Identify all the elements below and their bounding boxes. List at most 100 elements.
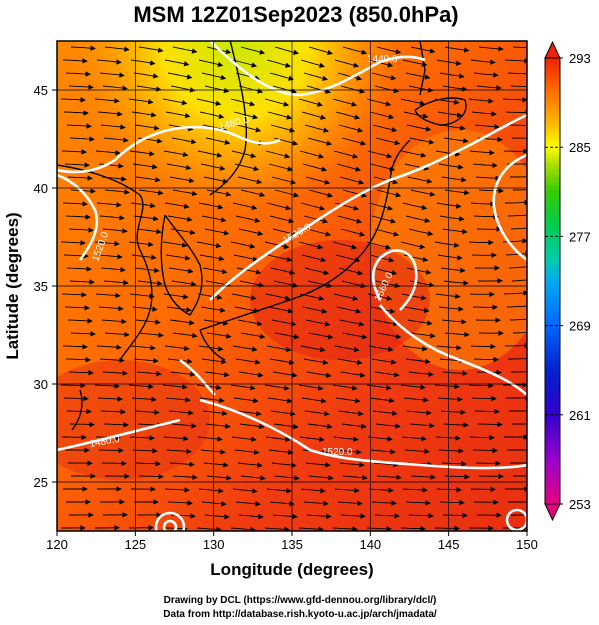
streamline (196, 526, 222, 531)
streamline (403, 254, 429, 263)
streamline (336, 449, 362, 455)
streamline (231, 293, 257, 301)
streamline (374, 513, 400, 519)
lon-axis: 120 125 130 135 140 145 150 (46, 531, 538, 552)
streamline (303, 500, 329, 507)
streamline (171, 137, 197, 145)
streamline (510, 227, 527, 230)
streamline (264, 241, 290, 250)
streamline (508, 358, 527, 360)
streamline (102, 228, 128, 234)
streamline (101, 460, 127, 467)
streamline (203, 319, 229, 326)
streamline (205, 137, 231, 145)
streamline (442, 370, 468, 377)
streamline (136, 85, 162, 92)
streamline (342, 189, 368, 198)
streamline (137, 280, 163, 287)
streamline (274, 189, 300, 198)
streamline (409, 422, 435, 429)
streamline (340, 85, 366, 94)
streamline (400, 525, 426, 531)
streamline (264, 526, 290, 531)
streamline (168, 410, 194, 416)
streamline (236, 267, 262, 275)
streamline (442, 228, 468, 235)
streamline (475, 175, 501, 181)
streamline (473, 356, 499, 363)
streamline (60, 382, 86, 389)
streamline (171, 423, 197, 429)
streamline (65, 71, 91, 77)
streamline (233, 111, 259, 120)
streamline (163, 435, 189, 442)
streamline (232, 59, 258, 68)
streamline (239, 423, 265, 430)
colorbar-min-arrow (544, 503, 561, 522)
streamline (304, 124, 329, 133)
streamline (60, 97, 86, 103)
streamline (440, 409, 466, 415)
streamline (231, 150, 257, 159)
streamline (103, 279, 129, 286)
streamline (407, 319, 433, 326)
streamline (135, 319, 161, 325)
streamline (334, 202, 360, 211)
streamline (434, 241, 460, 248)
streamline (200, 163, 226, 171)
streamline (100, 409, 126, 415)
streamline (170, 228, 196, 235)
streamline (374, 85, 400, 94)
streamline (135, 176, 161, 183)
streamline (236, 124, 262, 133)
streamline (337, 215, 363, 224)
streamline (442, 85, 468, 92)
streamline (202, 267, 228, 275)
streamline (334, 345, 360, 353)
streamline (269, 500, 295, 507)
lat-tick-label: 30 (34, 377, 48, 392)
streamline (402, 202, 428, 211)
streamline (332, 526, 358, 531)
streamline (405, 358, 431, 365)
streamline (132, 163, 158, 170)
streamline (410, 474, 436, 480)
streamline (341, 137, 367, 146)
streamline (504, 58, 527, 64)
lon-tick-label: 140 (359, 537, 381, 552)
streamline (164, 202, 190, 209)
streamline (237, 462, 263, 468)
streamline (371, 72, 397, 81)
colorbar: 293 285 277 269 261 253 (544, 40, 591, 522)
streamline (308, 189, 334, 198)
contour-label: 1480.0 (89, 434, 121, 450)
streamline (401, 435, 427, 442)
streamline (402, 487, 428, 493)
streamline (162, 241, 188, 248)
streamline (204, 228, 230, 236)
streamline (366, 384, 392, 391)
streamline (66, 123, 92, 129)
lon-tick-label: 130 (203, 537, 225, 552)
streamline (506, 303, 527, 309)
streamline (135, 460, 161, 467)
streamline (204, 85, 230, 93)
streamline (197, 436, 223, 442)
streamline (95, 292, 121, 299)
streamline (202, 410, 228, 416)
streamline (131, 111, 157, 118)
streamline (409, 137, 435, 145)
streamline (204, 371, 230, 378)
streamline (269, 358, 295, 366)
streamline (333, 436, 359, 442)
streamline (203, 176, 229, 184)
china-coast (57, 164, 153, 361)
streamline (270, 267, 296, 275)
streamline (375, 280, 401, 289)
streamline (299, 293, 325, 301)
streamline (402, 59, 428, 67)
streamline (231, 436, 257, 442)
streamline (230, 98, 256, 107)
streamline (340, 371, 366, 378)
streamline (369, 111, 395, 120)
